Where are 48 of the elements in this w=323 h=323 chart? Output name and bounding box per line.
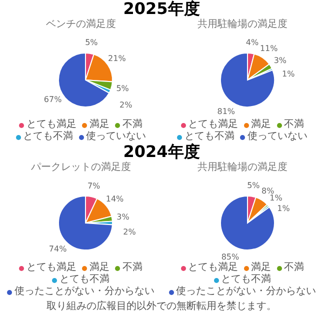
legend-label: 不満 (282, 262, 304, 274)
legend-label: とても満足 (25, 119, 76, 130)
legend-label: 満足 (250, 119, 271, 131)
legend-label: 不満 (121, 262, 142, 274)
data-label: 21% (108, 54, 126, 64)
legend-label: 満足 (250, 262, 271, 274)
text: 取り組みの広報目的以外での無断転用を禁じます。 (46, 300, 278, 313)
data-label: 14% (106, 194, 124, 204)
legend-label: 満足 (88, 262, 110, 274)
data-label: 3% (274, 56, 287, 66)
chart-title: ベンチの満足度 (44, 18, 117, 31)
data-label: 11% (260, 44, 278, 54)
legend-label: とても不満 (183, 131, 234, 143)
chart-title: パークレットの満足度 (30, 161, 132, 174)
chart-title: 共用駐輪場の満足度 (196, 161, 288, 174)
legend-label: とても不満 (22, 131, 73, 143)
text: 2025年度 (122, 0, 201, 18)
text: 2024年度 (122, 142, 201, 161)
data-label: 1% (276, 204, 290, 214)
legend-label: 使っていない (84, 131, 146, 143)
legend-label: 使ったことがない・分からない (13, 286, 154, 298)
data-label: 85% (221, 252, 240, 262)
data-label: 3% (116, 212, 130, 222)
data-label: 4% (246, 38, 259, 47)
data-label: 74% (49, 244, 68, 254)
data-label: 5% (246, 180, 260, 190)
legend-label: 使っていない (246, 131, 308, 143)
pie-slice (220, 52, 275, 108)
data-label: 5% (85, 38, 98, 47)
legend-label: 満足 (88, 119, 110, 131)
legend-label: とても満足 (186, 119, 238, 130)
legend-label: 不満 (282, 119, 304, 131)
legend-label: とても満足 (25, 262, 76, 274)
legend-label: とても不満 (220, 274, 271, 286)
data-label: 67% (44, 94, 62, 104)
legend-label: 使ったことがない・分からない (174, 286, 316, 298)
data-label: 1% (282, 69, 295, 78)
legend-label: 不満 (121, 119, 142, 131)
data-label: 2% (123, 228, 136, 236)
chart-title: 共用駐輪場の満足度 (196, 18, 288, 31)
data-label: 81% (217, 106, 236, 116)
legend-label: とても満足 (186, 262, 238, 274)
data-label: 2% (120, 100, 133, 110)
data-label: 1% (269, 193, 282, 202)
legend-label: とても不満 (58, 274, 110, 286)
data-label: 7% (88, 181, 101, 190)
data-label: 5% (116, 84, 130, 93)
data-label: 8% (261, 186, 274, 196)
